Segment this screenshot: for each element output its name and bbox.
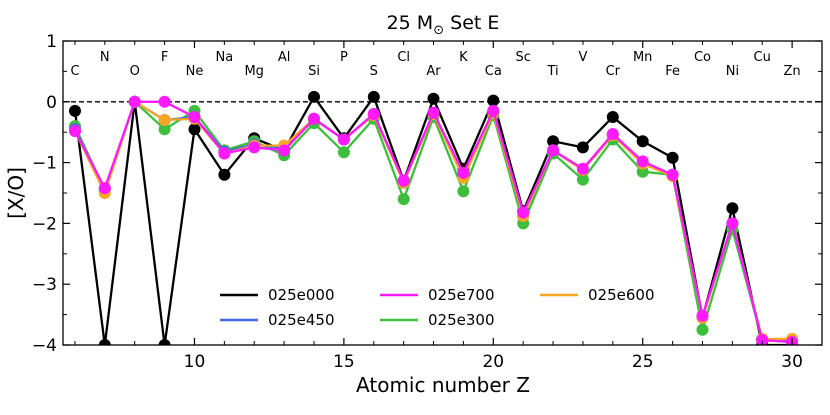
data-point-025e700 xyxy=(487,104,500,117)
data-point-025e700 xyxy=(218,147,231,160)
data-point-025e300 xyxy=(696,323,709,336)
data-point-025e700 xyxy=(636,155,649,168)
data-point-025e700 xyxy=(188,111,201,123)
series-line-025e000 xyxy=(73,95,793,345)
y-tick-label: −1 xyxy=(32,154,57,174)
data-point-025e700 xyxy=(726,217,739,230)
element-label: P xyxy=(340,50,348,65)
legend-label-025e700: 025e700 xyxy=(428,286,495,304)
data-point-025e700 xyxy=(696,309,709,322)
data-point-025e000 xyxy=(367,90,380,103)
x-axis-label: Atomic number Z xyxy=(356,373,530,397)
element-label: K xyxy=(459,50,468,65)
element-label: Fe xyxy=(665,64,680,79)
legend: 025e000 025e450 025e700 025e300 025e600 xyxy=(220,286,655,329)
data-point-025e700 xyxy=(606,128,619,140)
x-tick-label: 20 xyxy=(482,352,504,372)
element-labels: C N O F Ne Na Mg Al Si P S Cl Ar K Ca Sc Ti V Cr Mn Fe Co Ni Cu… xyxy=(70,50,800,79)
x-tick-label: 25 xyxy=(632,352,654,372)
data-point-025e700 xyxy=(248,141,261,154)
element-label: Mg xyxy=(244,64,263,79)
data-point-025e000 xyxy=(487,94,500,107)
data-point-025e000 xyxy=(218,168,231,181)
data-point-025e700 xyxy=(547,144,560,157)
element-label: O xyxy=(130,64,140,79)
x-tick-label: 10 xyxy=(184,352,206,372)
data-point-025e000 xyxy=(636,135,649,148)
data-point-025e300 xyxy=(576,173,589,186)
element-label: Ar xyxy=(426,64,441,79)
element-label: Ti xyxy=(547,64,559,79)
data-point-025e700 xyxy=(158,95,171,108)
data-point-025e300 xyxy=(397,193,410,206)
element-label: N xyxy=(100,50,110,65)
element-label: Sc xyxy=(515,50,530,65)
data-point-025e000 xyxy=(69,104,81,117)
data-point-025e300 xyxy=(337,146,350,159)
data-point-025e300 xyxy=(158,123,171,136)
element-label: Cr xyxy=(606,64,621,79)
data-point-025e700 xyxy=(457,166,470,179)
data-point-025e000 xyxy=(666,151,679,164)
data-point-025e000 xyxy=(308,90,320,103)
legend-label-025e600: 025e600 xyxy=(588,286,655,304)
data-point-025e000 xyxy=(576,141,589,154)
data-point-025e700 xyxy=(666,168,679,181)
data-point-025e700 xyxy=(98,182,111,195)
data-point-025e000 xyxy=(726,202,739,215)
data-point-025e000 xyxy=(427,92,440,105)
legend-label-025e300: 025e300 xyxy=(428,311,495,329)
y-tick-label: 1 xyxy=(46,32,57,52)
data-point-025e000 xyxy=(547,135,560,148)
chart-title: 25 M⊙ Set E xyxy=(387,12,500,38)
data-point-025e700 xyxy=(128,95,141,108)
y-tick-label: 0 xyxy=(46,93,57,113)
y-axis-label: [X/O] xyxy=(4,167,28,219)
y-tick-label: −2 xyxy=(32,214,57,234)
legend-label-025e000: 025e000 xyxy=(268,286,335,304)
data-point-025e000 xyxy=(188,123,201,136)
x-tick-label: 15 xyxy=(333,352,355,372)
y-tick-label: −3 xyxy=(32,275,57,295)
data-point-025e700 xyxy=(337,133,350,146)
data-point-025e700 xyxy=(517,206,530,219)
y-tick-label: −4 xyxy=(32,336,57,356)
element-label: Al xyxy=(278,50,291,65)
title-rest: Set E xyxy=(444,12,499,34)
element-label: Na xyxy=(216,50,234,65)
data-point-025e300 xyxy=(457,185,470,198)
data-point-025e700 xyxy=(576,162,589,175)
element-label: Zn xyxy=(784,64,801,79)
legend-label-025e450: 025e450 xyxy=(268,311,335,329)
element-label: Cl xyxy=(397,50,410,65)
element-label: C xyxy=(70,64,79,79)
element-label: Ne xyxy=(186,64,204,79)
data-point-025e700 xyxy=(278,144,291,157)
data-point-025e600 xyxy=(158,114,171,126)
data-point-025e700 xyxy=(69,125,81,137)
data-point-025e700 xyxy=(427,106,440,119)
element-label: S xyxy=(370,64,378,79)
element-label: Cu xyxy=(754,50,771,65)
data-point-025e700 xyxy=(397,174,410,187)
title-main: 25 M xyxy=(387,12,434,34)
element-label: F xyxy=(161,50,168,65)
element-label: V xyxy=(578,50,587,65)
series-layer xyxy=(69,90,799,345)
element-label: Co xyxy=(694,50,711,65)
x-tick-label: 30 xyxy=(781,352,803,372)
data-point-025e000 xyxy=(606,111,619,123)
data-point-025e700 xyxy=(756,334,769,345)
title-subscript: ⊙ xyxy=(433,23,444,38)
data-point-025e700 xyxy=(308,112,320,125)
element-label: Ca xyxy=(485,64,502,79)
element-label: Mn xyxy=(633,50,652,65)
element-label: Si xyxy=(308,64,320,79)
element-label: Ni xyxy=(726,64,739,79)
data-point-025e700 xyxy=(367,108,380,120)
